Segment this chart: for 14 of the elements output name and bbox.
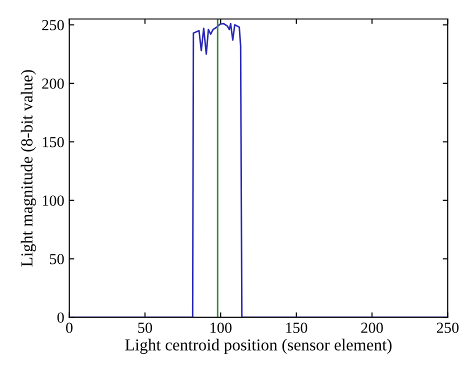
y-tick-label: 0 bbox=[57, 312, 64, 323]
y-tick-label: 200 bbox=[42, 78, 64, 89]
x-tick-label: 250 bbox=[436, 322, 459, 333]
y-tick-label: 250 bbox=[42, 20, 64, 30]
x-tick-label: 150 bbox=[286, 322, 308, 333]
x-tick-label: 50 bbox=[138, 322, 152, 333]
x-tick-label: 0 bbox=[66, 322, 73, 333]
y-tick-label: 150 bbox=[42, 136, 64, 148]
x-tick-label: 200 bbox=[361, 322, 383, 333]
y-tick-label: 50 bbox=[50, 254, 64, 264]
x-axis-title: Light centroid position (sensor element) bbox=[125, 338, 392, 354]
y-axis-title: Light magnitude (8-bit value) bbox=[20, 70, 36, 266]
y-tick-label: 100 bbox=[42, 195, 64, 206]
x-tick-label: 100 bbox=[210, 322, 232, 333]
